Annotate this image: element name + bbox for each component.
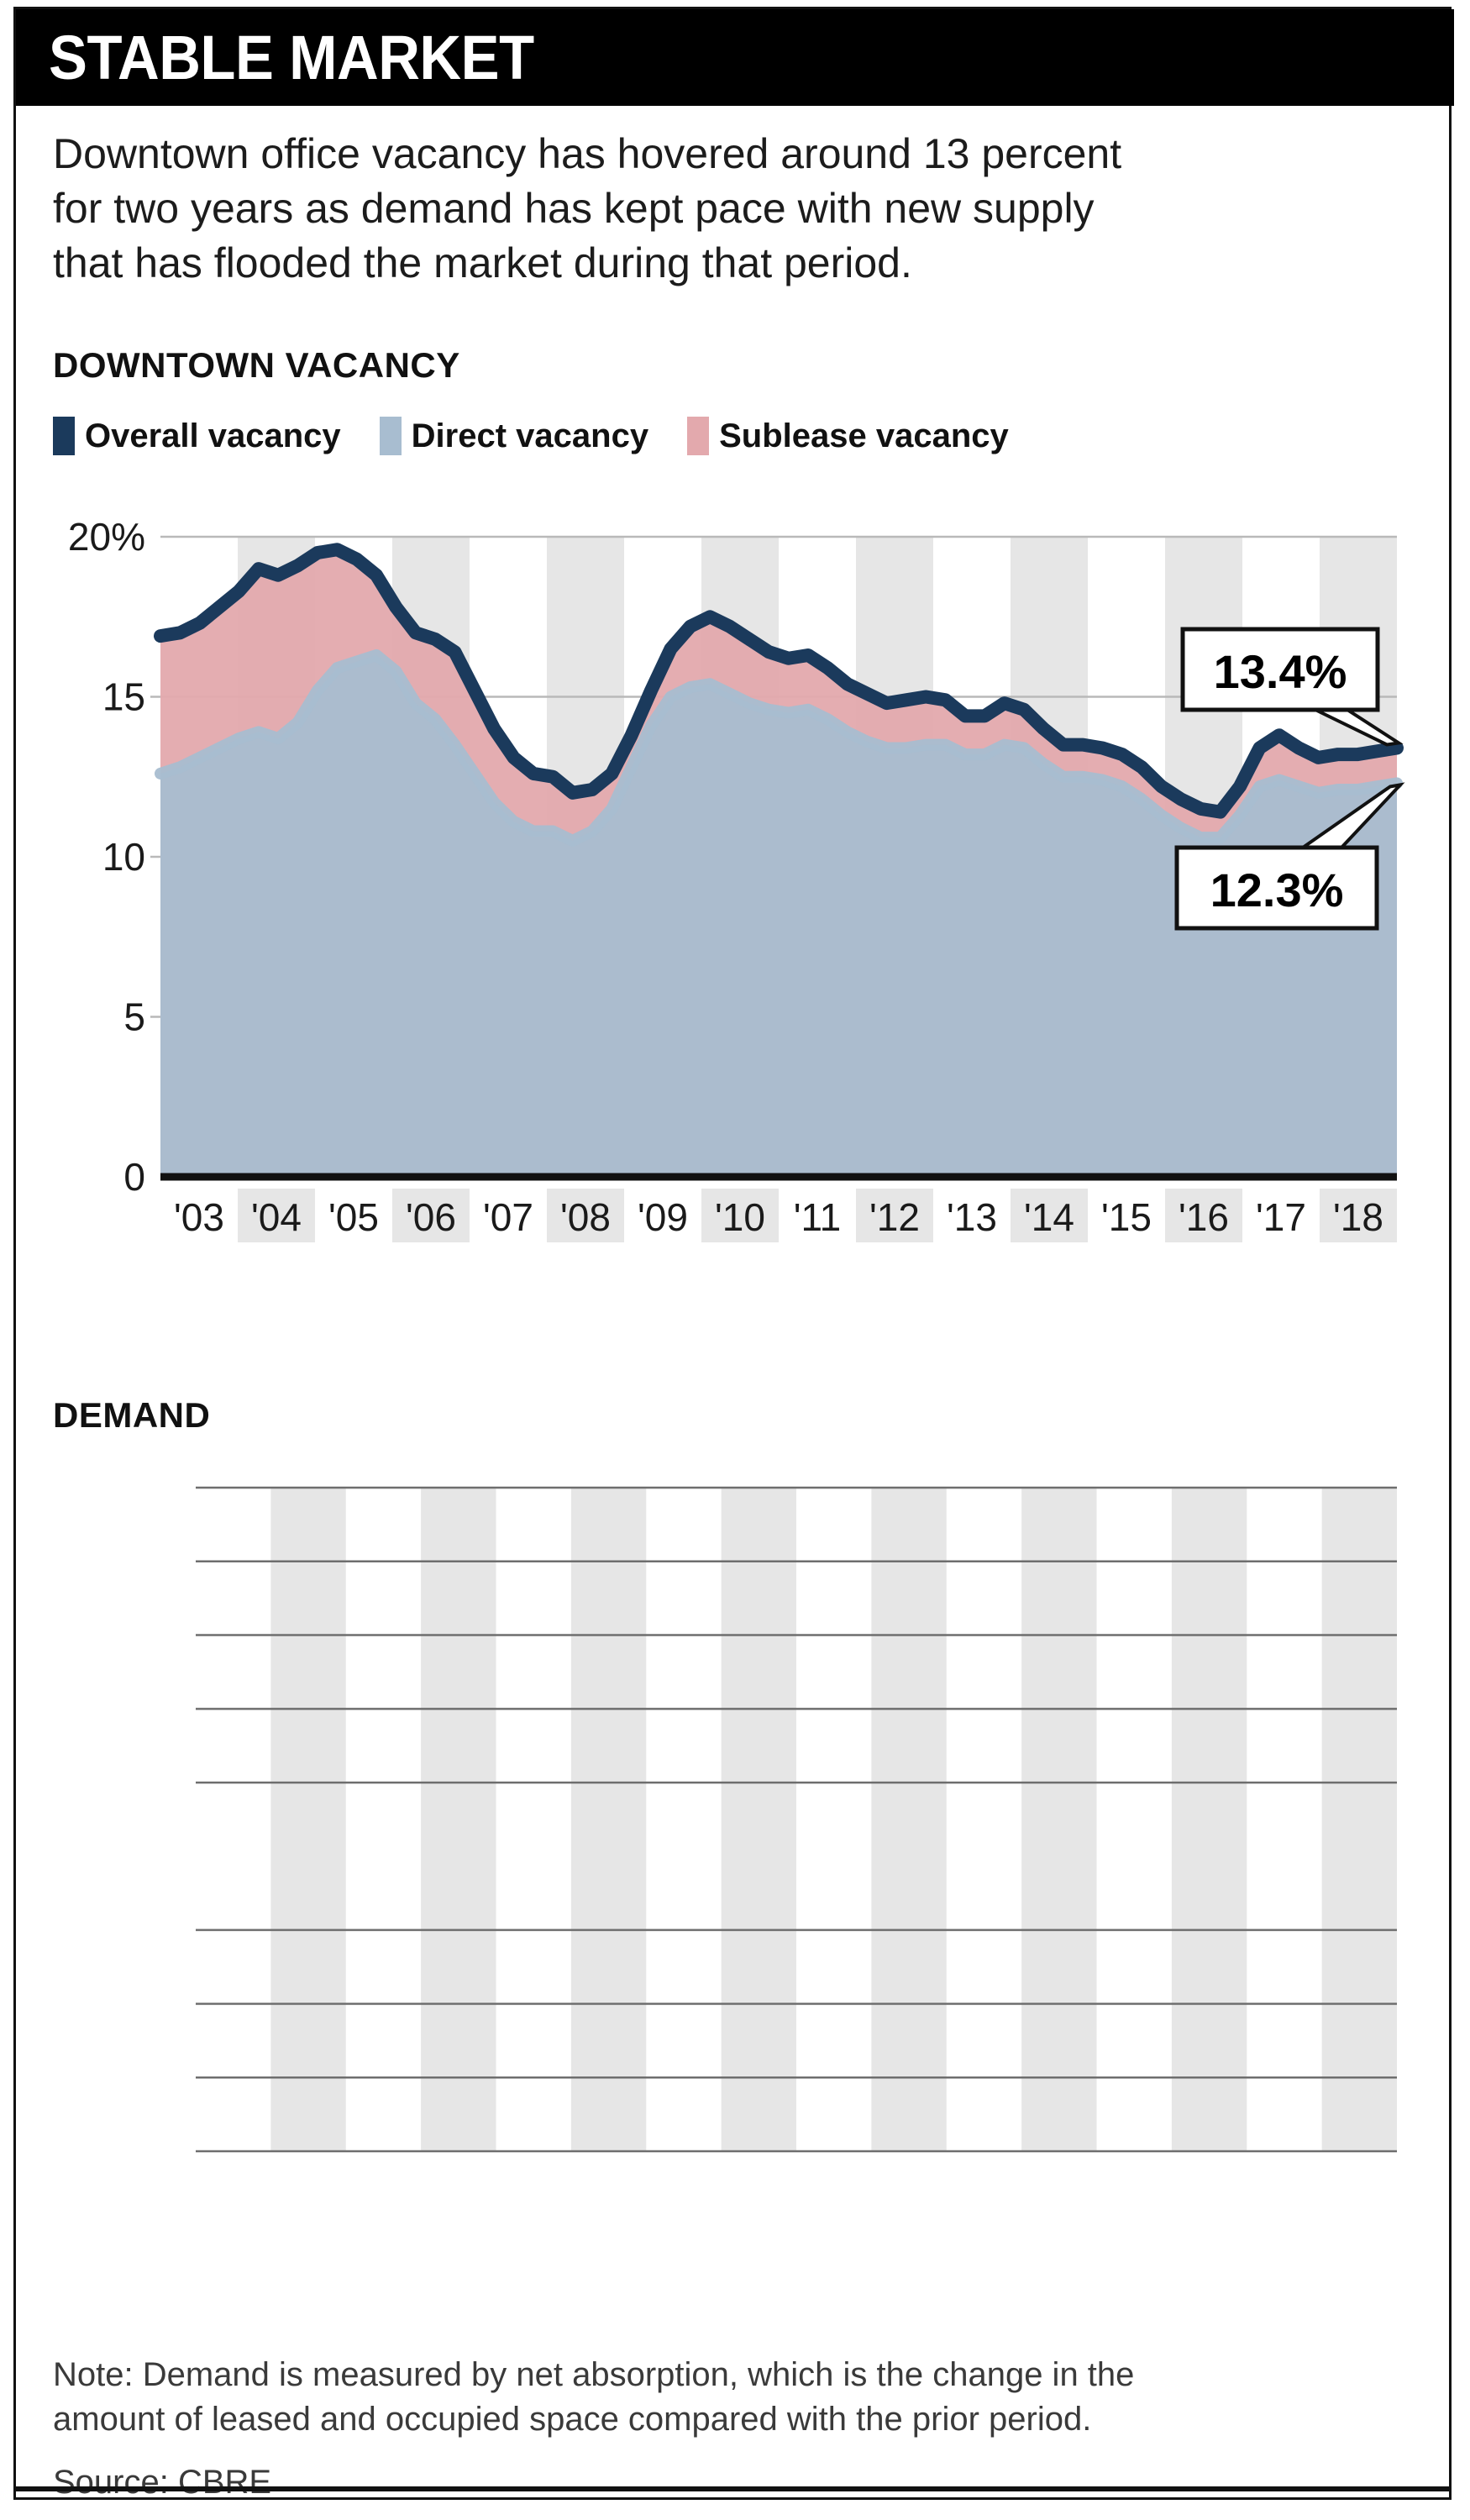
vacancy-xtick-09: '09 xyxy=(638,1195,688,1239)
vacancy-xtick-03: '03 xyxy=(174,1195,224,1239)
deck-line-3: that has flooded the market during that … xyxy=(53,239,912,286)
title-bar: STABLE MARKET xyxy=(16,9,1454,106)
callout-box-134 xyxy=(1180,627,1380,712)
vacancy-area-chart: 0 5 10 15 20% '03 '04 '05 '06 '07 '08 '09 '10 '11 '12 '… xyxy=(53,513,1414,1269)
legend-item-sublease: Sublease vacancy xyxy=(687,417,1009,455)
footnote-line-2: amount of leased and occupied space comp… xyxy=(53,2400,1092,2438)
legend-swatch-direct xyxy=(379,417,402,455)
vacancy-svg: 0 5 10 15 20% '03 '04 '05 '06 '07 '08 '09 '10 '11 '12 '… xyxy=(68,515,1405,1242)
vacancy-xtick-14: '14 xyxy=(1024,1195,1074,1239)
footnote: Note: Demand is measured by net absorpti… xyxy=(53,2353,1397,2442)
demand-chart-heading: DEMAND xyxy=(53,1395,211,1435)
page-title: STABLE MARKET xyxy=(49,23,534,92)
footnote-line-1: Note: Demand is measured by net absorpti… xyxy=(53,2356,1135,2393)
vacancy-xtick-07: '07 xyxy=(483,1195,533,1239)
vacancy-callout-overall: 13.4% xyxy=(1214,645,1347,698)
vacancy-xtick-11: '11 xyxy=(794,1195,842,1239)
vacancy-legend: Overall vacancy Direct vacancy Sublease … xyxy=(53,417,1047,455)
vacancy-ytick-0: 0 xyxy=(123,1155,145,1199)
vacancy-xtick-08: '08 xyxy=(560,1195,611,1239)
vacancy-xtick-10: '10 xyxy=(715,1195,765,1239)
vacancy-xtick-18: '18 xyxy=(1333,1195,1383,1239)
vacancy-xtick-06: '06 xyxy=(406,1195,456,1239)
vacancy-chart-heading: DOWNTOWN VACANCY xyxy=(53,345,460,385)
legend-item-overall: Overall vacancy xyxy=(53,417,341,455)
legend-item-direct: Direct vacancy xyxy=(379,417,649,455)
legend-label-direct: Direct vacancy xyxy=(411,417,649,454)
vacancy-xtick-04: '04 xyxy=(251,1195,302,1239)
vacancy-ytick-1: 5 xyxy=(123,995,145,1039)
deck-line-2: for two years as demand has kept pace wi… xyxy=(53,185,1095,232)
footer-notes: Note: Demand is measured by net absorpti… xyxy=(53,2353,1397,2502)
vacancy-callout-direct: 12.3% xyxy=(1210,864,1344,916)
vacancy-ytick-2: 10 xyxy=(102,835,145,879)
deck-text: Downtown office vacancy has hovered arou… xyxy=(53,127,1397,291)
callout-box-123 xyxy=(1174,845,1379,931)
vacancy-xtick-12: '12 xyxy=(869,1195,920,1239)
vacancy-ytick-3: 15 xyxy=(102,675,145,719)
vacancy-xtick-13: '13 xyxy=(947,1195,997,1239)
vacancy-ytick-4: 20% xyxy=(68,515,145,559)
legend-swatch-overall xyxy=(53,417,75,455)
legend-swatch-sublease xyxy=(687,417,710,455)
demand-svg xyxy=(196,1486,1397,2153)
deck-line-1: Downtown office vacancy has hovered arou… xyxy=(53,130,1122,177)
source-label: Source: CBRE xyxy=(53,2463,272,2501)
vacancy-xtick-05: '05 xyxy=(328,1195,379,1239)
vacancy-xtick-16: '16 xyxy=(1179,1195,1229,1239)
vacancy-xtick-17: '17 xyxy=(1256,1195,1306,1239)
bottom-rule xyxy=(13,2486,1452,2491)
vacancy-xtick-15: '15 xyxy=(1101,1195,1152,1239)
legend-label-overall: Overall vacancy xyxy=(85,417,341,454)
legend-label-sublease: Sublease vacancy xyxy=(719,417,1009,454)
demand-bar-chart xyxy=(53,1437,1414,2277)
infographic-frame: STABLE MARKET Downtown office vacancy ha… xyxy=(13,7,1454,2502)
